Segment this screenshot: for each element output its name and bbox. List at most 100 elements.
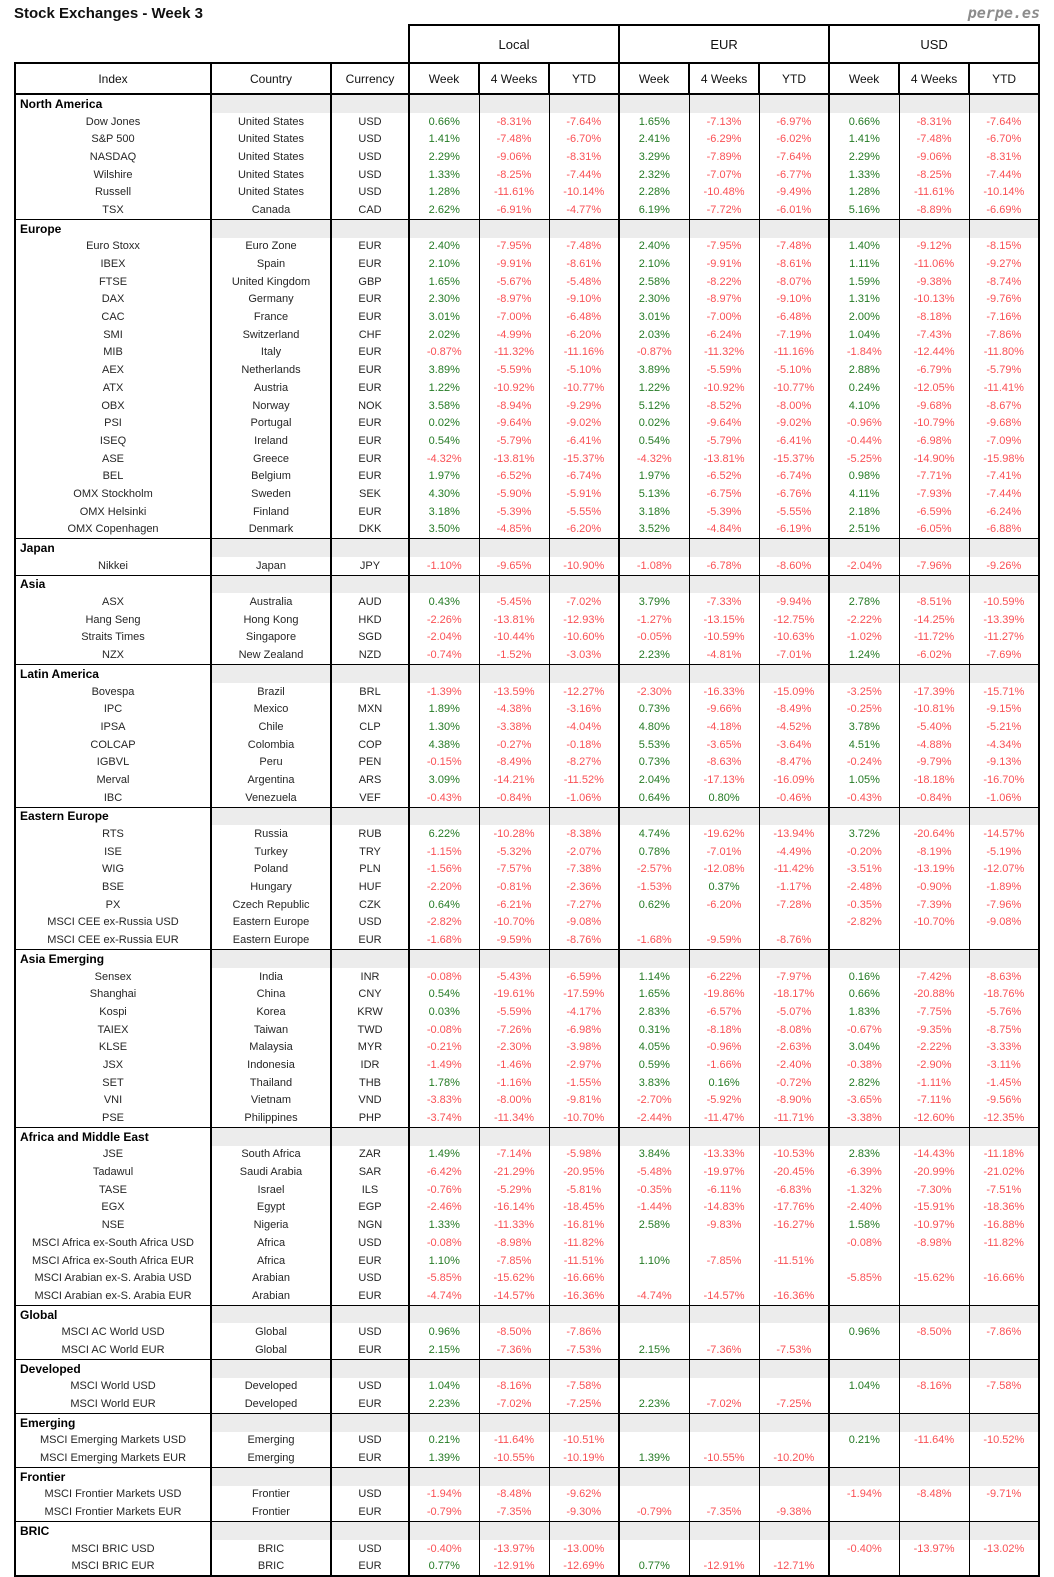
value-cell: -7.00% [478, 308, 550, 326]
section-fill-cell [968, 1466, 1041, 1486]
index-cell: MSCI Arabian ex-S. Arabia EUR [14, 1287, 211, 1306]
value-cell: -7.57% [478, 860, 550, 879]
value-cell: -0.67% [828, 1020, 900, 1039]
section-title: BRIC [14, 1520, 211, 1540]
currency-cell: NOK [329, 396, 410, 415]
section-row: North America [14, 93, 1041, 113]
value-cell: 1.41% [828, 130, 900, 149]
country-cell: Mexico [210, 700, 331, 719]
value-cell: -7.86% [968, 1323, 1041, 1342]
section-fill-cell [828, 218, 900, 238]
value-cell: -4.34% [968, 735, 1041, 754]
currency-cell: USD [329, 165, 410, 184]
value-cell: -10.70% [898, 913, 970, 932]
value-cell: -9.15% [968, 700, 1041, 719]
currency-cell: USD [329, 148, 410, 166]
value-cell: -13.81% [478, 449, 550, 468]
value-cell: -5.90% [478, 485, 550, 503]
table-row: MSCI AC World EUR Global EUR 2.15% -7.36% -7.… [14, 1341, 1041, 1360]
value-cell: -11.71% [758, 1109, 830, 1128]
index-cell: Merval [14, 771, 211, 789]
value-cell: -16.09% [758, 771, 830, 789]
value-cell: 1.10% [618, 1251, 690, 1270]
value-cell: -4.17% [548, 1003, 620, 1021]
value-cell: -4.74% [408, 1287, 480, 1306]
value-cell: -5.98% [548, 1145, 620, 1164]
value-cell: -10.28% [478, 825, 550, 843]
value-cell: -1.46% [478, 1056, 550, 1074]
value-cell: -8.90% [758, 1091, 830, 1110]
country-cell: France [210, 308, 331, 326]
value-cell: -0.90% [898, 878, 970, 896]
table-row: AEX Netherlands EUR 3.89% -5.59% -5.10% 3.89% -… [14, 361, 1041, 379]
value-cell: 1.41% [408, 130, 480, 149]
value-cell: 1.28% [828, 183, 900, 202]
section-fill-cell [828, 574, 900, 594]
section-fill-cell [618, 93, 690, 113]
table-row: NZX New Zealand NZD -0.74% -1.52% -3.03% 2.23%… [14, 646, 1041, 665]
value-cell: -19.86% [688, 985, 760, 1004]
value-cell: -0.79% [618, 1503, 690, 1522]
page-title: Stock Exchanges - Week 3 [14, 5, 203, 22]
section-title: Africa and Middle East [14, 1126, 211, 1146]
value-cell: -10.14% [548, 183, 620, 202]
section-row: Asia Emerging [14, 948, 1041, 968]
value-cell: 1.78% [408, 1073, 480, 1092]
value-cell: 1.97% [618, 467, 690, 486]
table-row: MSCI BRIC USD BRIC USD -0.40% -13.97% -13.00%… [14, 1539, 1041, 1558]
value-cell: -9.29% [548, 396, 620, 415]
section-fill-cell [478, 1358, 550, 1378]
value-cell: -15.37% [758, 449, 830, 468]
country-cell: Africa [210, 1251, 331, 1270]
value-cell: -6.97% [758, 112, 830, 131]
table-row: Tadawul Saudi Arabia SAR -6.42% -21.29% -20.9… [14, 1163, 1041, 1181]
section-fill-cell [758, 538, 830, 557]
section-fill-cell [329, 574, 410, 594]
value-cell: 4.30% [408, 485, 480, 503]
currency-cell: GBP [329, 272, 410, 291]
value-cell: -0.40% [828, 1539, 900, 1558]
value-cell: -1.52% [478, 646, 550, 665]
table-row: MIB Italy EUR -0.87% -11.32% -11.16% -0.87% -11… [14, 343, 1041, 362]
value-cell: -8.50% [898, 1323, 970, 1342]
value-cell: -10.52% [968, 1431, 1041, 1450]
value-cell: -6.48% [548, 308, 620, 326]
value-cell: 3.84% [618, 1145, 690, 1164]
value-cell: -7.75% [898, 1003, 970, 1021]
table-row: DAX Germany EUR 2.30% -8.97% -9.10% 2.30% -8.97… [14, 290, 1041, 309]
value-cell: -12.35% [968, 1109, 1041, 1128]
currency-cell: ZAR [329, 1145, 410, 1164]
value-cell: -1.27% [618, 610, 690, 629]
value-cell: -8.08% [758, 1020, 830, 1039]
value-cell: 2.29% [408, 148, 480, 166]
value-cell: -1.15% [408, 842, 480, 861]
value-cell: -5.55% [548, 502, 620, 521]
table-row: BEL Belgium EUR 1.97% -6.52% -6.74% 1.97% -6.52… [14, 467, 1041, 486]
index-cell: BSE [14, 878, 211, 896]
value-cell: -2.26% [408, 610, 480, 629]
value-cell: -7.19% [758, 325, 830, 344]
value-cell: -0.25% [828, 700, 900, 719]
value-cell: -6.74% [548, 467, 620, 486]
value-cell: -10.70% [478, 913, 550, 932]
currency-cell: EGP [329, 1198, 410, 1217]
value-cell: 2.62% [408, 201, 480, 220]
section-fill-cell [618, 663, 690, 683]
value-cell: -2.36% [548, 878, 620, 896]
value-cell: -0.81% [478, 878, 550, 896]
value-cell: -8.50% [478, 1323, 550, 1342]
value-cell: 2.83% [828, 1145, 900, 1164]
value-cell: -6.75% [688, 485, 760, 503]
country-cell: Peru [210, 753, 331, 772]
value-cell: -14.57% [478, 1287, 550, 1306]
value-cell: -4.84% [688, 520, 760, 539]
value-cell: -6.98% [548, 1020, 620, 1039]
value-cell: -1.10% [408, 556, 480, 576]
value-cell: -9.83% [688, 1216, 760, 1234]
index-cell: NASDAQ [14, 148, 211, 166]
value-cell: 2.78% [828, 593, 900, 611]
country-cell: Belgium [210, 467, 331, 486]
section-fill-cell [329, 1358, 410, 1378]
value-cell: -2.30% [478, 1038, 550, 1057]
index-cell: Kospi [14, 1003, 211, 1021]
